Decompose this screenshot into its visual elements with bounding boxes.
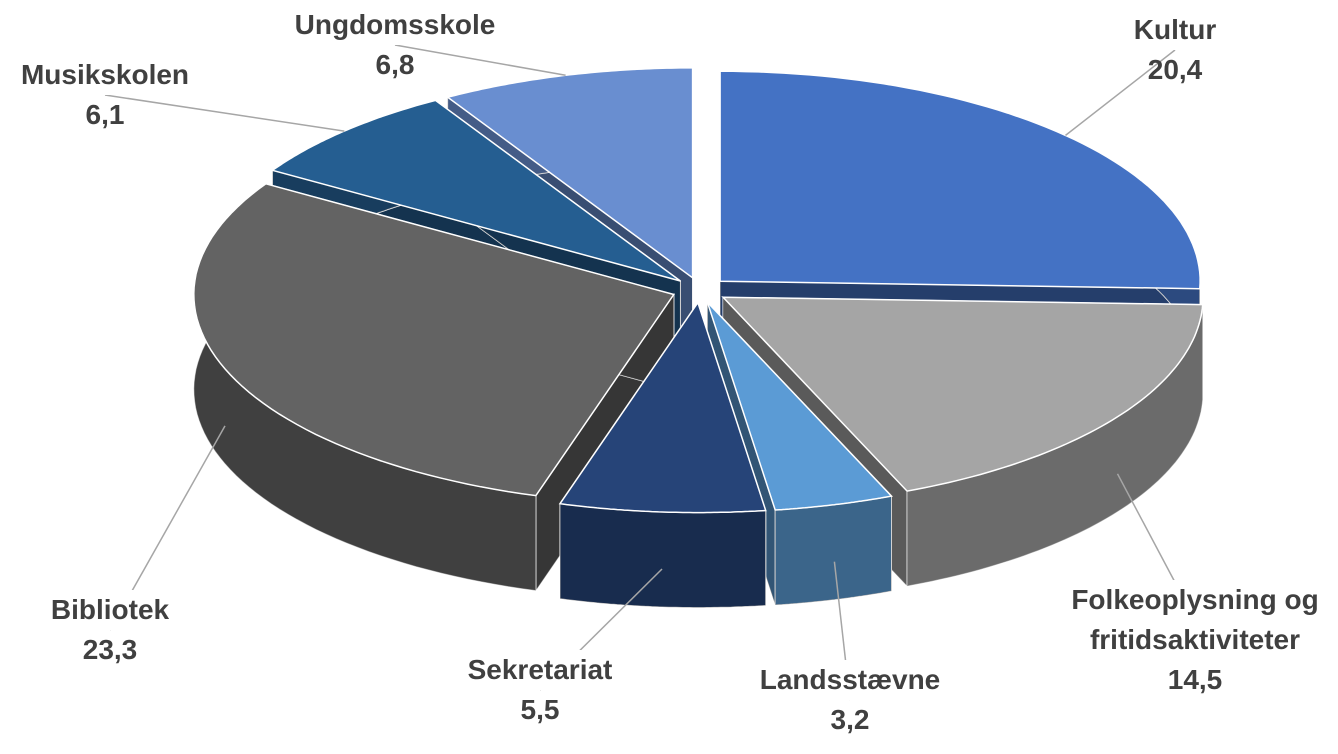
category-label: Kultur: [1045, 10, 1305, 50]
leader-line: [104, 94, 345, 132]
slice: [558, 300, 767, 514]
slice-wall-shade: [907, 304, 1203, 587]
category-label: Landsstævne: [720, 660, 980, 700]
category-label: Ungdomsskole: [265, 5, 525, 45]
leader-line: [394, 44, 566, 77]
value-label: 5,5: [520, 694, 560, 725]
value-label: 6,8: [375, 49, 415, 80]
slice: [721, 296, 1204, 492]
leader-line: [1065, 49, 1176, 136]
value-label: 20,4: [1147, 54, 1203, 85]
slice: [706, 301, 894, 511]
slice: [193, 182, 676, 497]
category-label: Musikskolen: [0, 55, 235, 95]
slice-wall-shade: [560, 503, 766, 608]
value-label: 6,1: [85, 99, 125, 130]
category-label: Sekretariat: [410, 650, 670, 690]
value-label: 3,2: [830, 704, 870, 735]
category-label: Folkeoplysning og fritidsaktiviteter: [1065, 580, 1325, 660]
slice-wall-shade: [193, 183, 536, 591]
slice: [719, 70, 1201, 290]
value-label: 14,5: [1167, 664, 1223, 695]
slice-wall-shade: [775, 496, 892, 605]
category-label: Bibliotek: [0, 590, 240, 630]
value-label: 23,3: [82, 634, 138, 665]
